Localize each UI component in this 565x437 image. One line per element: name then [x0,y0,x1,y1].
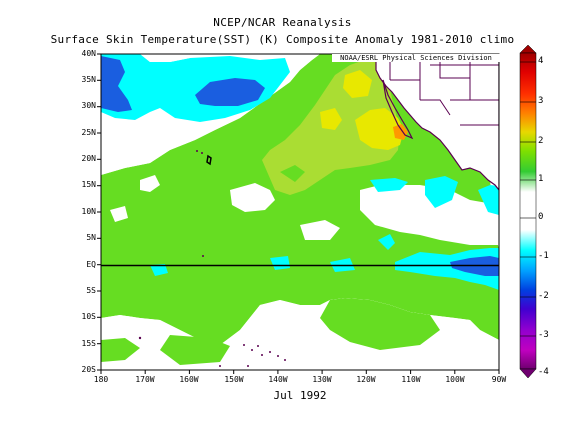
lon-label-150w: 150W [224,375,244,384]
colorbar-label-0: 0 [538,212,544,222]
lat-label-10s: 10S [81,312,96,321]
lon-label-180: 180 [93,375,109,384]
lat-label-15n: 15N [81,180,96,189]
lat-label-15s: 15S [81,339,96,348]
colorbar-label-4: 4 [538,56,544,66]
cool-anomaly-region [101,54,290,122]
colorbar-label-neg1: -1 [538,251,549,261]
lon-label-110w: 110W [401,375,421,384]
lat-label-40n: 40N [81,49,96,58]
lat-label-35n: 35N [81,75,96,84]
colorbar-label-neg2: -2 [538,291,549,301]
lon-label-100w: 100W [445,375,465,384]
lon-label-160w: 160W [179,375,199,384]
lat-label-20n: 20N [81,154,96,163]
land-north-america [375,54,499,191]
colorbar-label-neg3: -3 [538,330,549,340]
lon-label-140w: 140W [268,375,288,384]
lat-label-30n: 30N [81,101,96,110]
colorbar [519,44,537,379]
colorbar-label-neg4: -4 [538,367,549,377]
lat-label-5s: 5S [86,286,96,295]
credit-label: NOAA/ESRL Physical Sciences Division [332,54,500,62]
lat-label-25n: 25N [81,128,96,137]
colorbar-label-1: 1 [538,174,544,184]
lon-label-170w: 170W [135,375,155,384]
lat-label-eq: EQ [86,260,96,269]
chart-subtitle: Surface Skin Temperature(SST) (K) Compos… [50,33,515,46]
lon-label-90w: 90W [491,375,507,384]
chart-title: NCEP/NCAR Reanalysis [213,16,352,29]
lat-label-20s: 20S [81,365,96,374]
lat-label-10n: 10N [81,207,96,216]
strong-cool-patch [195,78,265,106]
lon-label-120w: 120W [356,375,376,384]
date-label: Jul 1992 [273,389,327,402]
lat-label-5n: 5N [86,233,96,242]
colorbar-label-2: 2 [538,136,544,146]
colorbar-label-3: 3 [538,96,544,106]
lon-label-130w: 130W [312,375,332,384]
